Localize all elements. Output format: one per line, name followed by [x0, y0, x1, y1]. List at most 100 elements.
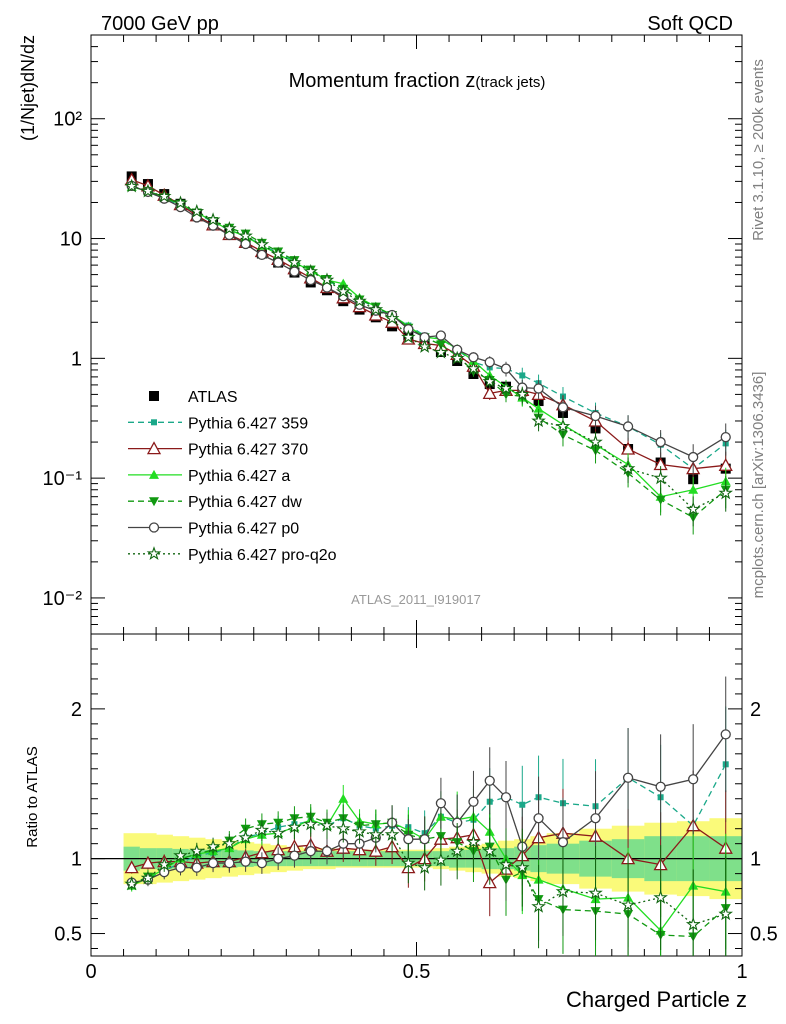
ratio-series-pythia-6-427-p0: [126, 676, 731, 889]
ratio-point: [590, 813, 601, 824]
ratio-point: [484, 775, 495, 786]
side-label-rivet: Rivet 3.1.10, ≥ 200k events: [750, 59, 767, 241]
ratio-point: [482, 843, 498, 858]
data-point: [417, 339, 432, 353]
data-point: [588, 434, 603, 449]
data-point: [303, 263, 319, 278]
ratio-point: [124, 860, 139, 874]
ratio-point: [303, 816, 319, 831]
ratio-frame: [90, 633, 743, 957]
data-point: [289, 266, 300, 277]
y-tick-label: 10⁻²: [43, 588, 83, 610]
ratio-point: [352, 824, 367, 838]
ratio-point: [620, 897, 636, 912]
ratio-point: [401, 855, 416, 870]
data-point: [533, 383, 544, 394]
ratio-point: [531, 898, 546, 913]
data-point: [368, 301, 384, 316]
legend-label: Pythia 6.427 370: [188, 442, 308, 459]
legend-marker: [148, 522, 160, 533]
ratio-point: [156, 856, 172, 871]
data-point: [688, 451, 699, 463]
data-point: [519, 372, 526, 379]
data-point: [620, 460, 636, 475]
ratio-point: [270, 825, 286, 840]
x-axis-label: Charged Particle z: [566, 987, 747, 1012]
ratio-point: [514, 859, 530, 874]
ratio-point: [289, 850, 300, 861]
data-point: [557, 402, 569, 413]
ratio-point: [368, 827, 384, 841]
data-point: [514, 386, 530, 401]
ratio-point: [335, 821, 351, 835]
ratio-point: [498, 856, 514, 871]
data-point: [238, 228, 253, 243]
data-point: [435, 330, 447, 341]
ratio-point: [435, 798, 447, 809]
y-tick-label: 10: [60, 229, 82, 251]
ratio-point: [384, 827, 400, 841]
ratio-point: [205, 838, 221, 853]
ratio-point: [588, 885, 603, 900]
data-point: [468, 352, 479, 363]
ratio-plot: 0.5 0.51 12 20 0.5 1: [54, 633, 778, 983]
series-pythia-6-427-pro-q2o: [124, 178, 734, 527]
ratio-point: [256, 857, 268, 869]
ratio-point: [140, 870, 156, 885]
data-point: [466, 360, 481, 375]
legend-marker: [149, 497, 159, 507]
data-point: [484, 356, 495, 368]
data-point: [401, 329, 416, 344]
ratio-point: [238, 830, 253, 844]
data-point: [319, 272, 335, 287]
x-tick-label: 1: [736, 961, 747, 983]
y-tick-label: 1: [71, 348, 82, 370]
ratio-point: [189, 843, 205, 858]
main-title-sub: (track jets): [475, 74, 545, 91]
data-point: [718, 485, 734, 500]
ratio-ylabel: Ratio to ATLAS: [24, 746, 41, 847]
data-point: [482, 386, 497, 400]
data-point: [305, 274, 316, 286]
ratio-point: [140, 855, 156, 869]
ratio-y-tick-label: 1: [71, 849, 82, 871]
ratio-point: [519, 801, 526, 808]
data-point: [270, 246, 286, 261]
data-point: [653, 470, 668, 485]
legend-label: Pythia 6.427 359: [188, 415, 308, 432]
data-point: [685, 501, 701, 516]
data-point: [273, 257, 284, 268]
main-ylabel: (1/Njet)dN/dz: [18, 35, 38, 141]
ratio-point: [191, 862, 202, 873]
x-tick-label: 0.5: [403, 961, 431, 983]
ratio-point: [319, 818, 335, 832]
ratio-point: [466, 834, 481, 849]
legend-marker: [146, 546, 162, 561]
x-tick-label: 0: [85, 961, 96, 983]
ratio-point: [287, 819, 302, 834]
ratio-point: [557, 837, 569, 848]
ratio-point: [500, 792, 512, 803]
ratio-point: [449, 843, 465, 858]
ratio-point: [419, 834, 430, 845]
data-point: [433, 344, 449, 359]
data-point: [352, 293, 367, 308]
legend: ATLAS Pythia 6.427 359 Pythia 6.427 370 Pyt…: [128, 389, 337, 564]
ratio-point: [720, 729, 731, 740]
main-frame: [90, 34, 743, 635]
data-point: [590, 410, 601, 422]
ratio-point: [555, 883, 571, 898]
ratio-y-tick-label-right: 0.5: [750, 924, 778, 946]
main-title: Momentum fraction z(track jets): [289, 70, 546, 92]
data-point: [173, 195, 188, 210]
legend-label: Pythia 6.427 a: [188, 468, 290, 485]
side-label-mcplots: mcplots.cern.ch [arXiv:1306.3436]: [750, 372, 767, 599]
header-right: Soft QCD: [647, 13, 733, 35]
ratio-point: [653, 889, 668, 904]
data-point: [531, 413, 546, 428]
ratio-point: [240, 856, 251, 867]
data-point: [500, 363, 512, 374]
ratio-point: [688, 774, 699, 785]
data-point: [254, 236, 270, 251]
legend-marker: [149, 391, 159, 401]
